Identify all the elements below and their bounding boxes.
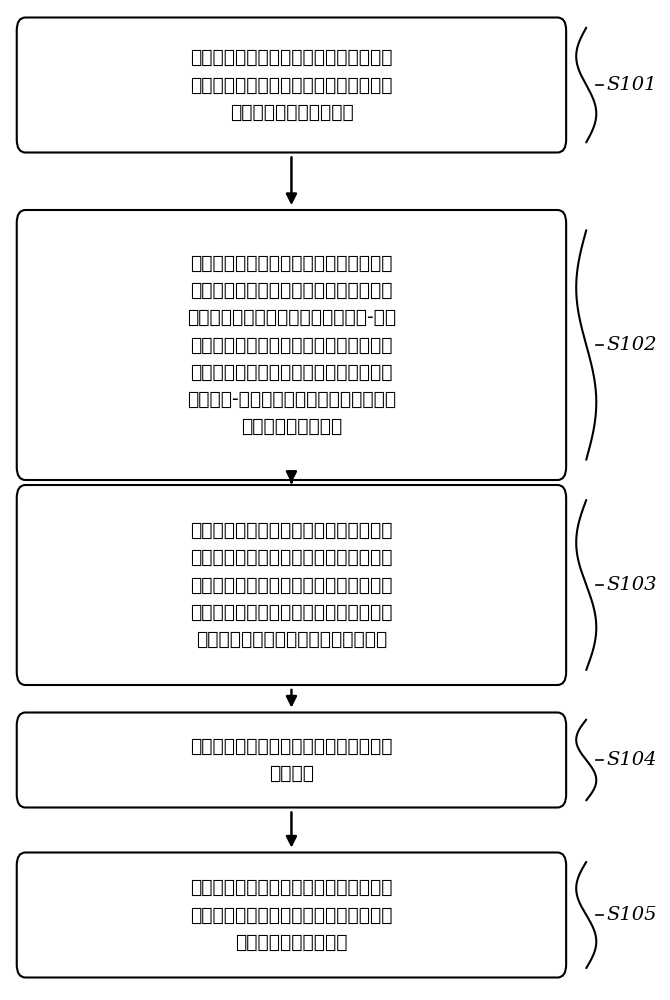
Text: 获取目标大变形隧道缓冲层支护的所需让
压变形量: 获取目标大变形隧道缓冲层支护的所需让 压变形量: [190, 737, 393, 783]
Text: S102: S102: [606, 336, 657, 354]
Text: 在确定目标大变形隧道缓冲层支护设计任
务后，获取目标大变形隧道缓冲层支护对
应的衬砌结构极限承受力: 在确定目标大变形隧道缓冲层支护设计任 务后，获取目标大变形隧道缓冲层支护对 应的…: [190, 48, 393, 122]
Text: S101: S101: [606, 76, 657, 94]
FancyBboxPatch shape: [17, 485, 566, 685]
Text: 获取第二候选充填材料的弹性阶段的吸能
量以及让压阶段的吸能量之和，并筛选出
弹性阶段的吸能量以及让压阶段的吸能量
之和取得最大值的目标候选充填材料作为
目标大变: 获取第二候选充填材料的弹性阶段的吸能 量以及让压阶段的吸能量之和，并筛选出 弹性…: [190, 521, 393, 649]
Text: 获取通过目标大变形隧道缓冲层支护适配
的侧限压缩试验得到的目标大变形隧道缓
冲层支护的第一候选充填材料的应力-应变
关系曲线，并筛选出让压阶段终止应力小
于衬砌: 获取通过目标大变形隧道缓冲层支护适配 的侧限压缩试验得到的目标大变形隧道缓 冲层…: [187, 254, 396, 436]
FancyBboxPatch shape: [17, 210, 566, 480]
FancyBboxPatch shape: [17, 852, 566, 978]
FancyBboxPatch shape: [17, 17, 566, 152]
Text: S103: S103: [606, 576, 657, 594]
Text: S105: S105: [606, 906, 657, 924]
Text: S104: S104: [606, 751, 657, 769]
FancyBboxPatch shape: [17, 712, 566, 808]
Text: 根据所需让压变形量以及目标候选充填材
料的让压阶段终止应变，获取目标大变形
隧道缓冲层支护的厚度: 根据所需让压变形量以及目标候选充填材 料的让压阶段终止应变，获取目标大变形 隧道…: [190, 878, 393, 952]
